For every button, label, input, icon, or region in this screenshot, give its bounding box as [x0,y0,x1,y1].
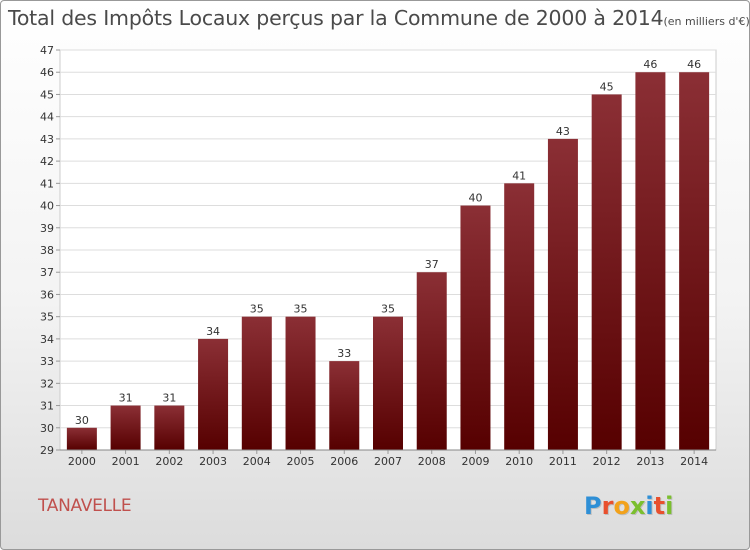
chart-title: Total des Impôts Locaux perçus par la Co… [8,6,664,30]
y-tick-label: 32 [40,377,54,390]
bar [416,272,447,450]
bar [154,405,185,450]
y-tick-label: 38 [40,244,54,257]
x-tick-label: 2014 [680,455,708,468]
y-tick-label: 34 [40,333,54,346]
y-tick-label: 42 [40,155,54,168]
y-tick-label: 43 [40,133,54,146]
x-tick-label: 2008 [418,455,446,468]
data-label: 43 [556,125,570,138]
x-tick-label: 2013 [636,455,664,468]
bar [547,138,578,450]
y-tick-label: 46 [40,66,54,79]
data-label: 46 [643,58,657,71]
x-tick-label: 2007 [374,455,402,468]
x-tick-label: 2012 [593,455,621,468]
bar [679,72,710,450]
logo-letter: i [645,492,654,520]
bar [285,316,316,450]
bar [198,338,229,450]
y-tick-label: 35 [40,311,54,324]
x-tick-label: 2000 [68,455,96,468]
x-tick-label: 2010 [505,455,533,468]
x-tick-label: 2011 [549,455,577,468]
bar [329,361,360,450]
bar [110,405,141,450]
y-tick-label: 30 [40,422,54,435]
y-axis: 29 30 31 32 33 34 35 36 37 38 39 40 41 42 43 44 45 46 47 [40,44,60,457]
logo-letter: t [653,492,666,520]
data-label: 37 [425,258,439,271]
logo-letter: r [601,492,614,520]
x-tick-label: 2004 [243,455,271,468]
y-tick-label: 40 [40,200,54,213]
bars: 30 31 31 34 35 35 33 35 37 40 41 43 45 46 46 [66,58,710,451]
data-label: 40 [468,192,482,205]
y-tick-label: 31 [40,400,54,413]
y-tick-label: 45 [40,88,54,101]
x-tick-label: 2003 [199,455,227,468]
bar [66,427,97,450]
data-label: 35 [294,303,308,316]
data-label: 31 [119,392,133,405]
data-label: 46 [687,58,701,71]
data-label: 31 [162,392,176,405]
logo-letter: o [613,492,630,520]
x-tick-label: 2002 [155,455,183,468]
bar [460,205,491,450]
data-label: 34 [206,325,220,338]
bar [241,316,272,450]
data-label: 41 [512,169,526,182]
y-tick-label: 36 [40,288,54,301]
data-label: 35 [250,303,264,316]
proxiti-logo: Proxiti [584,492,673,520]
bar [591,94,622,450]
bar [373,316,403,450]
data-label: 35 [381,303,395,316]
commune-name: TANAVELLE [38,496,132,516]
y-tick-label: 47 [40,44,54,57]
data-label: 30 [75,414,89,427]
chart-unit: (en milliers d'€) [663,15,750,28]
x-tick-label: 2001 [112,455,140,468]
y-tick-label: 29 [40,444,54,457]
data-label: 45 [600,80,614,93]
bar [635,72,666,450]
x-tick-label: 2005 [287,455,315,468]
logo-letter: P [584,492,602,520]
x-tick-label: 2006 [330,455,358,468]
y-tick-label: 37 [40,266,54,279]
data-label: 33 [337,347,351,360]
x-tick-label: 2009 [461,455,489,468]
chart-title-block: Total des Impôts Locaux perçus par la Co… [8,6,750,30]
x-axis: 2000 2001 2002 2003 2004 2005 2006 2007 2008 2009… [60,449,716,468]
y-tick-label: 41 [40,177,54,190]
y-tick-label: 44 [40,111,54,124]
logo-letter: i [665,492,674,520]
y-tick-label: 33 [40,355,54,368]
y-tick-label: 39 [40,222,54,235]
bar [504,183,535,451]
logo-letter: x [629,492,646,520]
